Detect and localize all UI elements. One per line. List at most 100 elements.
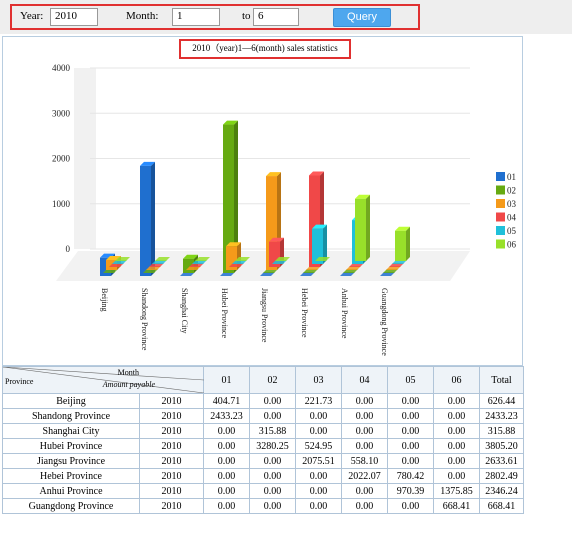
month-value-cell: 0.00	[341, 438, 388, 454]
month-value-cell: 0.00	[433, 468, 480, 484]
month-value-cell: 0.00	[387, 423, 434, 439]
province-cell: Guangdong Province	[2, 498, 140, 514]
month-value-cell: 0.00	[295, 483, 342, 499]
month-header: 04	[341, 366, 388, 394]
month-value-cell: 0.00	[249, 453, 296, 469]
month-value-cell: 0.00	[341, 408, 388, 424]
month-value-cell: 0.00	[203, 468, 250, 484]
month-value-cell: 0.00	[295, 468, 342, 484]
province-cell: Hubei Province	[2, 438, 140, 454]
month-value-cell: 0.00	[341, 423, 388, 439]
month-value-cell: 0.00	[295, 423, 342, 439]
month-value-cell: 1375.85	[433, 483, 480, 499]
diagonal-header-cell: Month Province Amount payable	[2, 366, 204, 394]
month-value-cell: 558.10	[341, 453, 388, 469]
year-cell: 2010	[139, 408, 204, 424]
month-header: 03	[295, 366, 342, 394]
province-cell: Hebei Province	[2, 468, 140, 484]
sales-table: Month Province Amount payable 01 02 03 0…	[2, 366, 524, 514]
month-value-cell: 668.41	[433, 498, 480, 514]
month-value-cell: 0.00	[433, 453, 480, 469]
year-cell: 2010	[139, 498, 204, 514]
month-header: 01	[203, 366, 250, 394]
month-value-cell: 0.00	[387, 393, 434, 409]
month-value-cell: 0.00	[249, 483, 296, 499]
month-value-cell: 970.39	[387, 483, 434, 499]
total-cell: 3805.20	[479, 438, 524, 454]
month-value-cell: 0.00	[249, 408, 296, 424]
diagonal-lines	[3, 367, 204, 393]
year-input[interactable]: 2010	[50, 8, 98, 26]
table-row: Anhui Province 2010 0.00 0.00 0.00 0.00 970.39…	[2, 483, 524, 499]
month-value-cell: 0.00	[433, 438, 480, 454]
month-value-cell: 2022.07	[341, 468, 388, 484]
table-row: Guangdong Province 2010 0.00 0.00 0.00 0.00 0.…	[2, 498, 524, 514]
month-value-cell: 0.00	[203, 423, 250, 439]
month-value-cell: 0.00	[203, 438, 250, 454]
month-header: 06	[433, 366, 480, 394]
chart-title-highlight-box	[179, 39, 351, 59]
month-header: 05	[387, 366, 434, 394]
month-value-cell: 0.00	[295, 498, 342, 514]
filter-bar: Year: 2010 Month: 1 to 6 Query	[0, 0, 572, 34]
total-cell: 2346.24	[479, 483, 524, 499]
year-cell: 2010	[139, 453, 204, 469]
month-value-cell: 0.00	[249, 498, 296, 514]
month-value-cell: 221.73	[295, 393, 342, 409]
table-row: Jiangsu Province 2010 0.00 0.00 2075.51 558.1…	[2, 453, 524, 469]
table-row: Shandong Province 2010 2433.23 0.00 0.00 0.00…	[2, 408, 524, 424]
month-value-cell: 0.00	[387, 498, 434, 514]
month-value-cell: 0.00	[295, 408, 342, 424]
province-cell: Shandong Province	[2, 408, 140, 424]
total-header: Total	[479, 366, 524, 394]
month-value-cell: 0.00	[341, 483, 388, 499]
amount-axis-label: Amount payable	[102, 380, 155, 389]
total-cell: 315.88	[479, 423, 524, 439]
filter-highlight-box	[10, 4, 420, 30]
month-value-cell: 0.00	[387, 408, 434, 424]
month-value-cell: 0.00	[433, 408, 480, 424]
chart-panel	[2, 36, 523, 366]
total-cell: 668.41	[479, 498, 524, 514]
month-value-cell: 315.88	[249, 423, 296, 439]
month-axis-label: Month	[117, 368, 139, 377]
year-cell: 2010	[139, 438, 204, 454]
month-to-input[interactable]: 6	[253, 8, 299, 26]
table-row: Beijing 2010 404.71 0.00 221.73 0.00 0.00 0.00 6…	[2, 393, 524, 409]
total-cell: 626.44	[479, 393, 524, 409]
year-cell: 2010	[139, 423, 204, 439]
month-value-cell: 0.00	[433, 393, 480, 409]
year-cell: 2010	[139, 393, 204, 409]
month-value-cell: 3280.25	[249, 438, 296, 454]
province-cell: Beijing	[2, 393, 140, 409]
province-axis-label: Province	[5, 377, 34, 386]
table-row: Hubei Province 2010 0.00 3280.25 524.95 0.00 0…	[2, 438, 524, 454]
total-cell: 2802.49	[479, 468, 524, 484]
month-value-cell: 0.00	[249, 393, 296, 409]
month-value-cell: 780.42	[387, 468, 434, 484]
year-label: Year:	[20, 10, 44, 22]
month-value-cell: 524.95	[295, 438, 342, 454]
query-button[interactable]: Query	[333, 8, 391, 27]
year-cell: 2010	[139, 468, 204, 484]
total-cell: 2633.61	[479, 453, 524, 469]
month-value-cell: 0.00	[249, 468, 296, 484]
month-value-cell: 0.00	[203, 483, 250, 499]
month-value-cell: 2433.23	[203, 408, 250, 424]
month-value-cell: 0.00	[203, 498, 250, 514]
chart-title: 2010（year)1—6(month) sales statistics	[192, 43, 338, 53]
year-cell: 2010	[139, 483, 204, 499]
month-value-cell: 2075.51	[295, 453, 342, 469]
month-value-cell: 0.00	[387, 438, 434, 454]
province-cell: Shanghai City	[2, 423, 140, 439]
month-label: Month:	[126, 10, 159, 22]
total-cell: 2433.23	[479, 408, 524, 424]
month-value-cell: 0.00	[341, 498, 388, 514]
month-value-cell: 0.00	[387, 453, 434, 469]
table-header-row: Month Province Amount payable 01 02 03 0…	[2, 366, 524, 394]
province-cell: Anhui Province	[2, 483, 140, 499]
month-value-cell: 0.00	[341, 393, 388, 409]
month-header: 02	[249, 366, 296, 394]
month-from-input[interactable]: 1	[172, 8, 220, 26]
table-row: Hebei Province 2010 0.00 0.00 0.00 2022.07 780…	[2, 468, 524, 484]
